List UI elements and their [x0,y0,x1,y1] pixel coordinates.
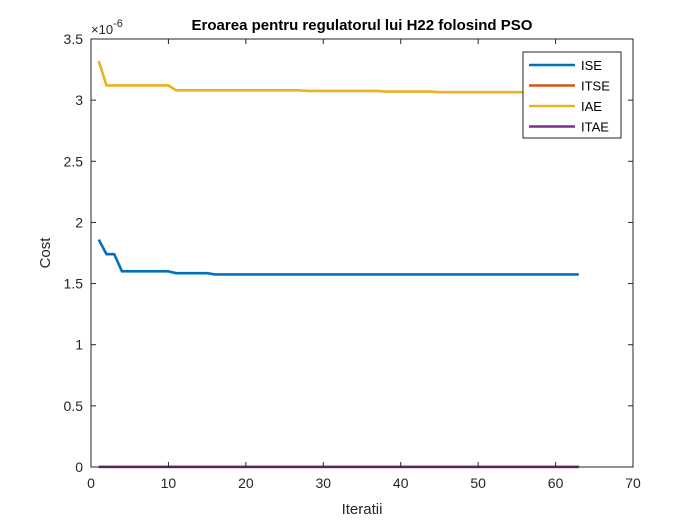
series-line-ise [97,238,579,276]
legend-label-iae: IAE [581,99,602,114]
x-tick-label: 0 [87,475,95,491]
x-tick-label: 60 [548,475,564,491]
axes-box [90,38,634,468]
y-tick-label: 0.5 [64,398,84,414]
x-tick-label: 50 [470,475,486,491]
x-tick-label: 10 [161,475,177,491]
y-exponent-label: ×10-6 [91,18,123,37]
y-tick-label: 2.5 [64,153,84,169]
y-tick-label: 1.5 [64,276,84,292]
y-tick-label: 3.5 [64,31,84,47]
legend: ISE ITSE IAE ITAE [522,51,622,139]
y-exponent-power: -6 [113,18,123,30]
x-tick-label: 40 [393,475,409,491]
y-exponent-base: ×10 [91,22,113,37]
ticks-layer: 0 10 20 30 40 50 60 70 0 0.5 1 1.5 2 2.5 3 3.5 [64,31,641,491]
legend-box [522,51,622,139]
y-tick-label: 2 [75,214,83,230]
y-tick-label: 0 [75,459,83,475]
y-tick-label: 3 [75,92,83,108]
x-tick-label: 30 [315,475,331,491]
y-axis-label: Cost [37,237,54,269]
chart-title: Eroarea pentru regulatorul lui H22 folos… [192,17,533,34]
y-tick-label: 1 [75,337,83,353]
x-tick-label: 20 [238,475,254,491]
legend-label-ise: ISE [581,58,602,73]
legend-label-itae: ITAE [581,120,609,135]
x-tick-label: 70 [625,475,641,491]
x-axis-label: Iteratii [342,501,383,518]
legend-label-itse: ITSE [581,79,610,94]
series-line-iae [97,60,579,94]
